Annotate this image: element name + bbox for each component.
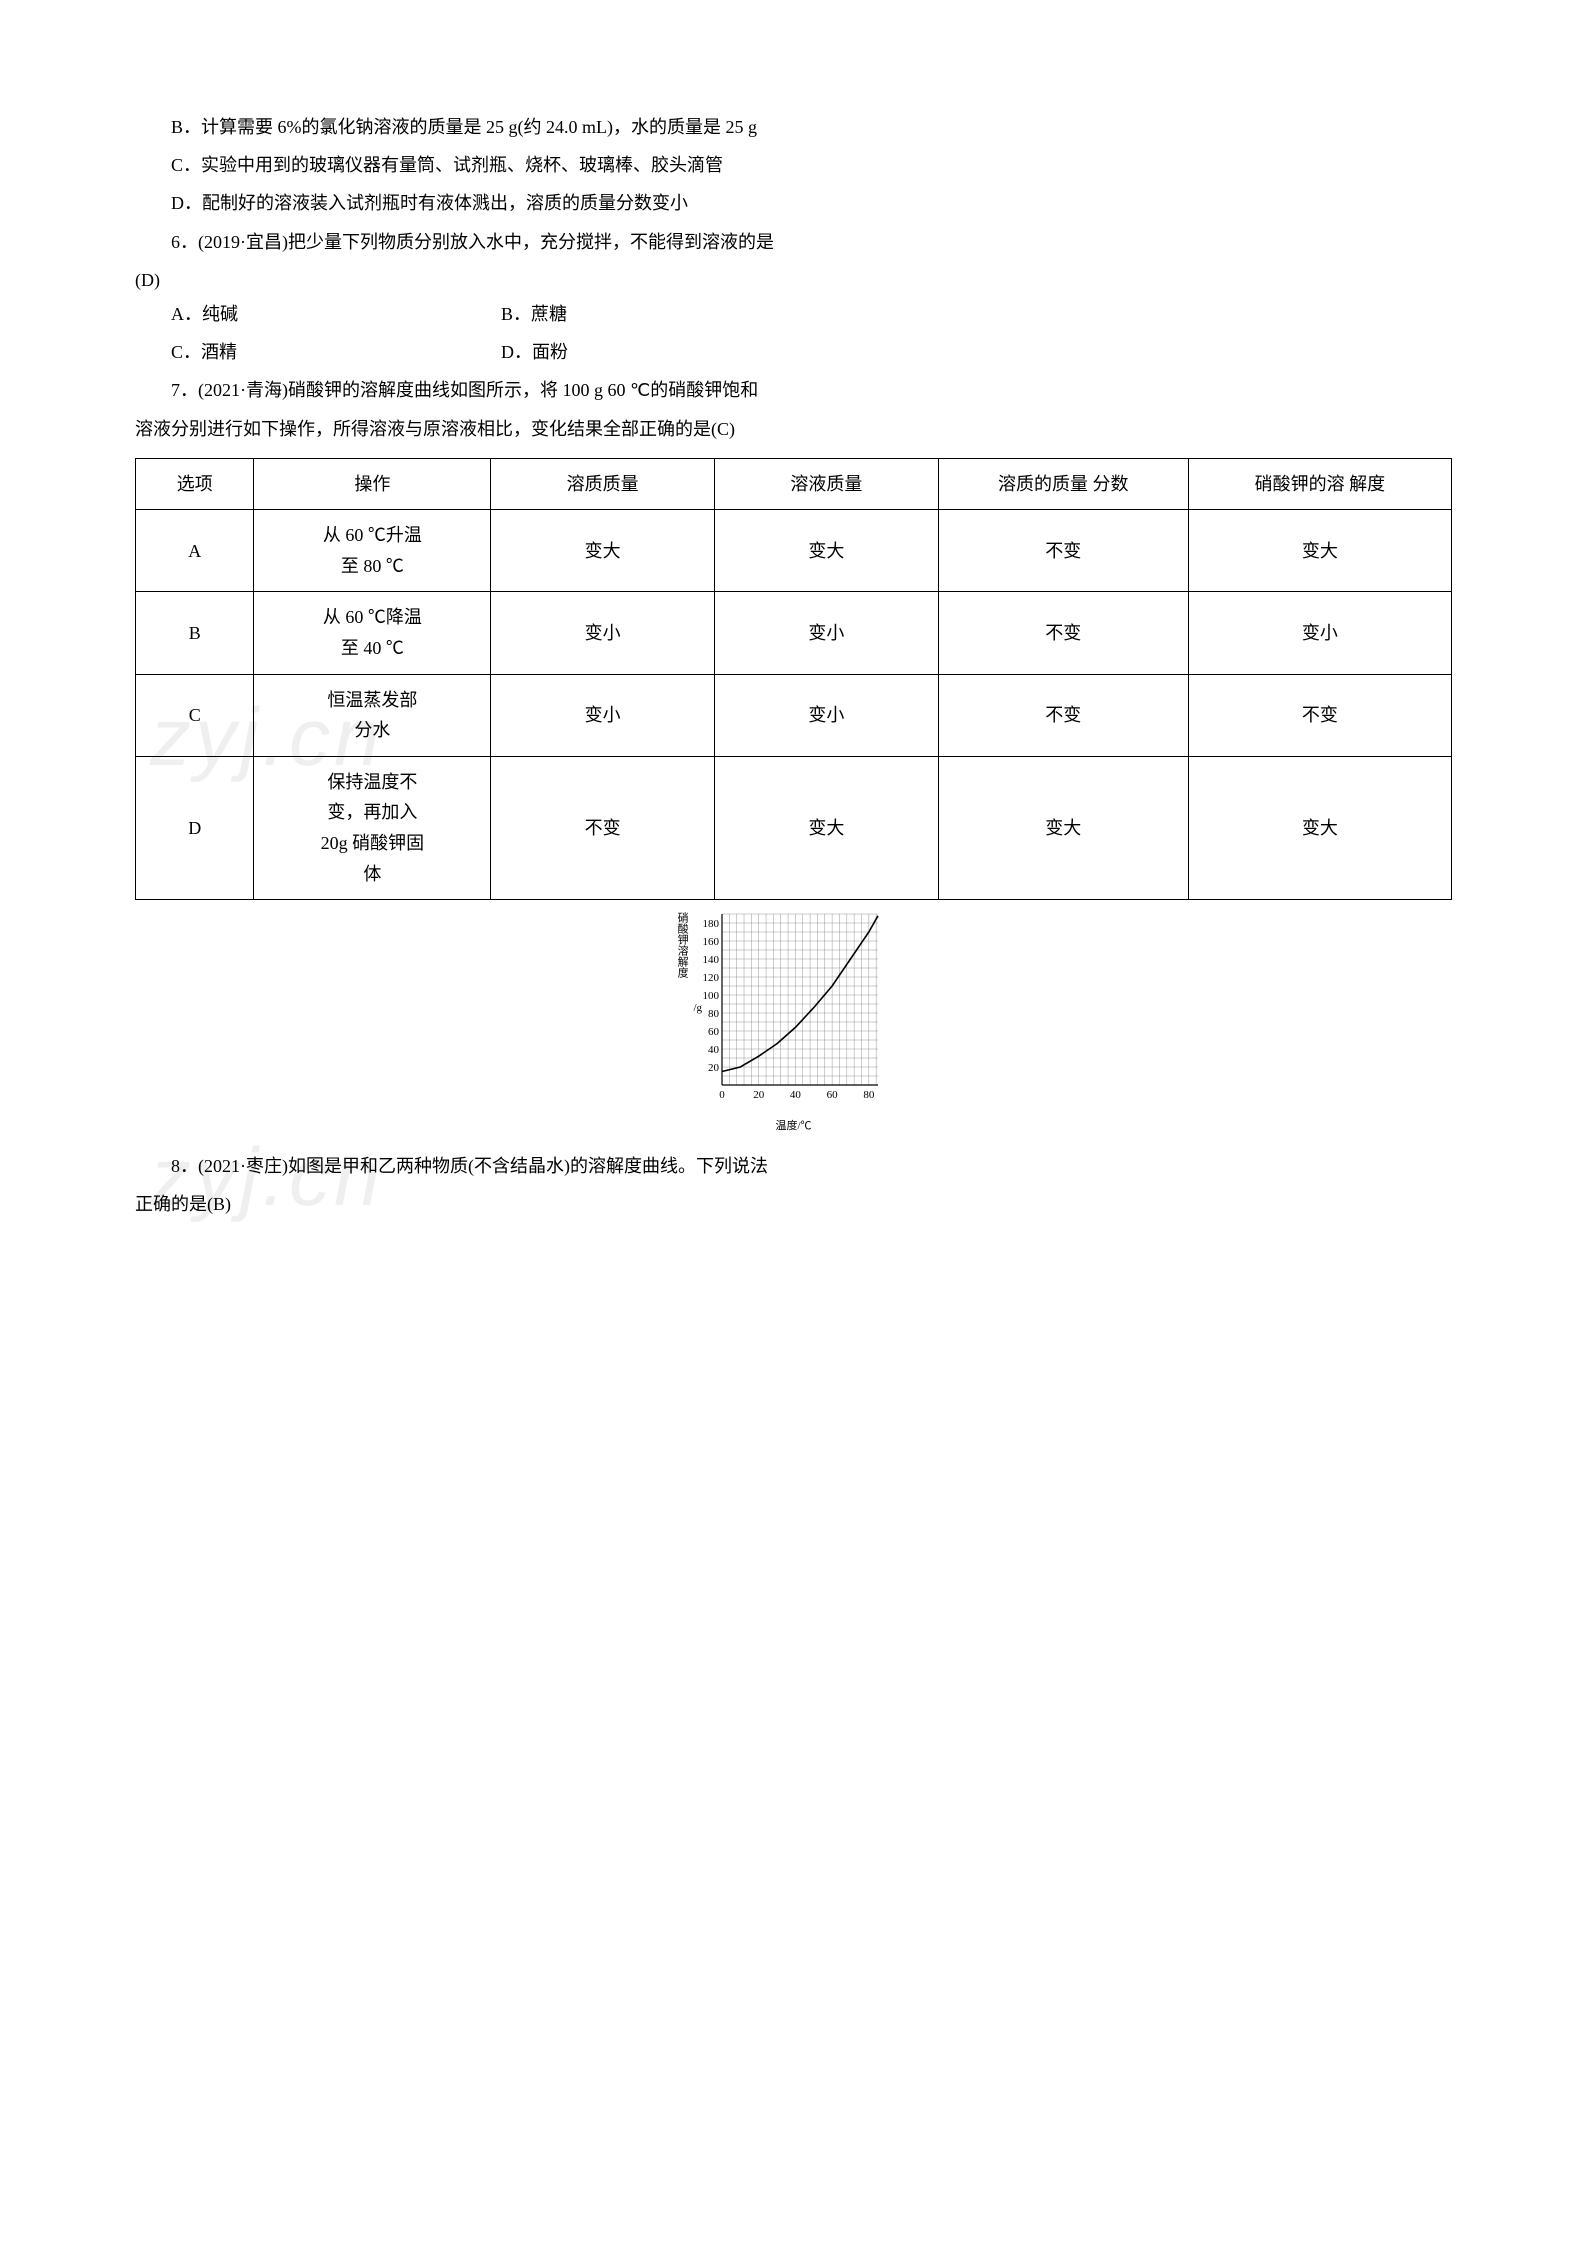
table-cell: 保持温度不变，再加入20g 硝酸钾固体 <box>254 756 491 899</box>
svg-text:180: 180 <box>702 918 719 930</box>
table-cell: 不变 <box>938 510 1188 592</box>
table-cell: 变大 <box>491 510 715 592</box>
table-row: D保持温度不变，再加入20g 硝酸钾固体不变变大变大变大 <box>136 756 1452 899</box>
q7-table: 选项 操作 溶质质量 溶液质量 溶质的质量 分数 硝酸钾的溶 解度 A从 60 … <box>135 458 1452 901</box>
q6-option-a: A．纯碱 <box>171 297 501 331</box>
th-solubility: 硝酸钾的溶 解度 <box>1188 458 1451 510</box>
table-cell: C <box>136 674 254 756</box>
q6-option-b: B．蔗糖 <box>501 297 567 331</box>
table-cell: 恒温蒸发部分水 <box>254 674 491 756</box>
q5-option-d: D．配制好的溶液装入试剂瓶时有液体溅出，溶质的质量分数变小 <box>135 186 1452 220</box>
q6-stem-text: 6．(2019·宜昌)把少量下列物质分别放入水中，充分搅拌，不能得到溶液的是 <box>171 232 774 252</box>
svg-text:160: 160 <box>702 936 719 948</box>
table-cell: 不变 <box>938 592 1188 674</box>
svg-text:40: 40 <box>789 1089 801 1101</box>
q5-option-c: C．实验中用到的玻璃仪器有量筒、试剂瓶、烧杯、玻璃棒、胶头滴管 <box>135 148 1452 182</box>
svg-text:20: 20 <box>708 1062 720 1074</box>
q8-stem-line2: 正确的是(B) <box>135 1187 1452 1221</box>
chart-x-label: 温度/℃ <box>684 1116 904 1137</box>
table-cell: 不变 <box>1188 674 1451 756</box>
q8-stem-line1: 8．(2021·枣庄)如图是甲和乙两种物质(不含结晶水)的溶解度曲线。下列说法 <box>135 1149 1452 1183</box>
table-cell: A <box>136 510 254 592</box>
q7-stem-line1: 7．(2021·青海)硝酸钾的溶解度曲线如图所示，将 100 g 60 ℃的硝酸… <box>135 373 1452 407</box>
q6-option-c: C．酒精 <box>171 335 501 369</box>
q7-chart-container: 硝酸钾溶解度 /g 20 40 60 80 100 120 140 160 180 0 20 40 60… <box>135 908 1452 1137</box>
table-cell: 从 60 ℃降温至 40 ℃ <box>254 592 491 674</box>
q6-stem: 6．(2019·宜昌)把少量下列物质分别放入水中，充分搅拌，不能得到溶液的是 <box>135 225 1452 259</box>
table-header-row: 选项 操作 溶质质量 溶液质量 溶质的质量 分数 硝酸钾的溶 解度 <box>136 458 1452 510</box>
chart-y-unit: /g <box>694 998 703 1019</box>
q7-solubility-chart: 20 40 60 80 100 120 140 160 180 0 20 40 60 80 <box>684 908 884 1103</box>
q7-stem-line2: 溶液分别进行如下操作，所得溶液与原溶液相比，变化结果全部正确的是(C) <box>135 412 1452 446</box>
table-cell: 从 60 ℃升温至 80 ℃ <box>254 510 491 592</box>
q5-option-b: B．计算需要 6%的氯化钠溶液的质量是 25 g(约 24.0 mL)，水的质量… <box>135 110 1452 144</box>
table-cell: 不变 <box>938 674 1188 756</box>
table-row: C恒温蒸发部分水变小变小不变不变 <box>136 674 1452 756</box>
table-row: B从 60 ℃降温至 40 ℃变小变小不变变小 <box>136 592 1452 674</box>
svg-text:0: 0 <box>719 1089 725 1101</box>
svg-text:140: 140 <box>702 954 719 966</box>
table-cell: 变小 <box>491 674 715 756</box>
table-cell: 变大 <box>938 756 1188 899</box>
svg-text:60: 60 <box>826 1089 838 1101</box>
th-option: 选项 <box>136 458 254 510</box>
q6-answer: (D) <box>135 263 1452 297</box>
table-cell: 变大 <box>1188 756 1451 899</box>
table-cell: B <box>136 592 254 674</box>
th-operation: 操作 <box>254 458 491 510</box>
chart-y-label: 硝酸钾溶解度 <box>676 912 689 978</box>
svg-text:80: 80 <box>708 1008 720 1020</box>
table-cell: 变小 <box>1188 592 1451 674</box>
svg-text:80: 80 <box>863 1089 875 1101</box>
table-cell: 变小 <box>715 674 939 756</box>
table-cell: 不变 <box>491 756 715 899</box>
table-cell: 变大 <box>715 756 939 899</box>
table-row: A从 60 ℃升温至 80 ℃变大变大不变变大 <box>136 510 1452 592</box>
q6-option-d: D．面粉 <box>501 335 568 369</box>
table-cell: 变大 <box>715 510 939 592</box>
table-cell: D <box>136 756 254 899</box>
table-cell: 变小 <box>715 592 939 674</box>
svg-text:60: 60 <box>708 1026 720 1038</box>
table-cell: 变小 <box>491 592 715 674</box>
table-cell: 变大 <box>1188 510 1451 592</box>
svg-text:40: 40 <box>708 1044 720 1056</box>
th-mass-fraction: 溶质的质量 分数 <box>938 458 1188 510</box>
svg-text:100: 100 <box>702 990 719 1002</box>
svg-text:120: 120 <box>702 972 719 984</box>
svg-text:20: 20 <box>753 1089 765 1101</box>
th-solution-mass: 溶液质量 <box>715 458 939 510</box>
th-solute-mass: 溶质质量 <box>491 458 715 510</box>
